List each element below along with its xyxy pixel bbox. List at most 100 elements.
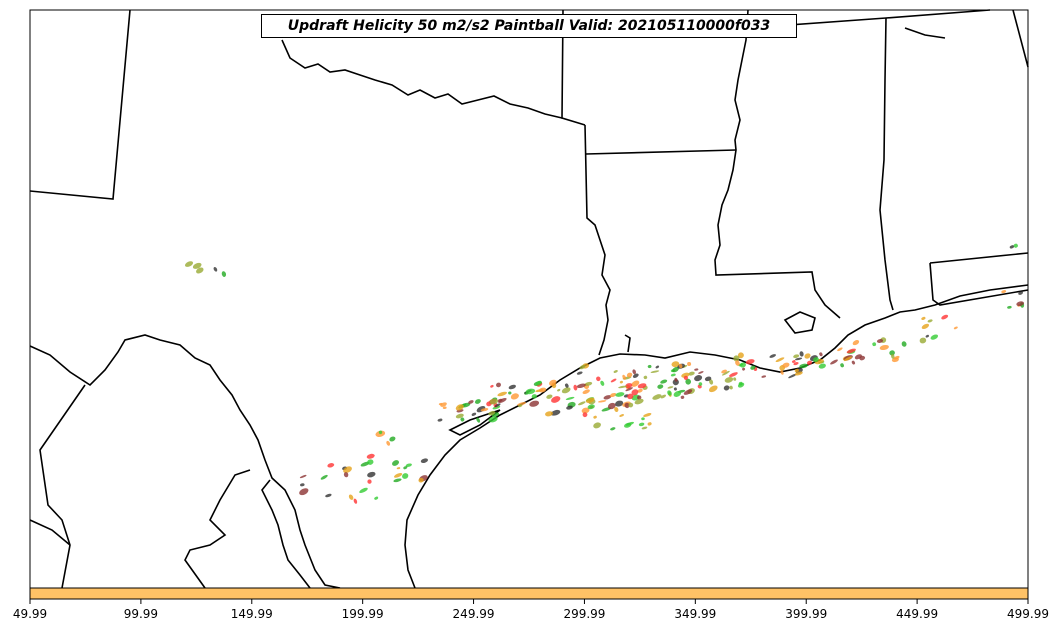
- boundary-ok-ar: [561, 9, 586, 126]
- boundary-mex-1: [39, 384, 86, 589]
- paintball-blob: [708, 385, 718, 393]
- paintball-blob: [641, 417, 645, 421]
- paintball-blob: [471, 412, 477, 416]
- paintball-blob: [735, 360, 740, 366]
- paintball-blob: [529, 400, 540, 407]
- paintball-blob: [576, 371, 583, 375]
- paintball-blob: [723, 385, 730, 391]
- paintball-blob: [490, 384, 494, 388]
- paintball-blob: [557, 388, 561, 392]
- paintball-blob: [545, 411, 553, 417]
- paintball-blob: [921, 323, 930, 330]
- paintball-blob: [1018, 291, 1023, 295]
- paintball-blob: [837, 347, 843, 352]
- paintball-blob: [941, 314, 949, 320]
- paintball-blob: [353, 498, 358, 504]
- paintball-blob: [488, 410, 496, 416]
- paintball-blob: [480, 408, 489, 412]
- paintball-blob: [793, 362, 799, 366]
- paintball-blob: [625, 387, 633, 392]
- paintball-blob: [799, 351, 804, 357]
- paintball-blob: [614, 406, 619, 413]
- paintball-blob: [535, 380, 542, 386]
- colorbar-tick-label: 399.99: [785, 607, 828, 621]
- paintball-blob: [367, 459, 374, 465]
- paintball-blob: [593, 415, 597, 419]
- paintball-blob: [619, 414, 624, 417]
- paintball-blob: [782, 362, 790, 368]
- paintball-blob: [488, 416, 498, 423]
- paintball-blob: [647, 364, 652, 369]
- paintball-blob: [927, 319, 933, 323]
- paintball-blob: [876, 339, 884, 343]
- colorbar-tick-label: 249.99: [452, 607, 495, 621]
- state-boundaries: [29, 9, 1029, 589]
- paintball-blob: [601, 407, 612, 412]
- paintball-blob: [854, 354, 862, 360]
- paintball-blob: [750, 365, 756, 370]
- paintball-blob: [420, 458, 428, 463]
- paintball-blob: [582, 412, 588, 418]
- paintball-blob: [667, 386, 674, 389]
- paintball-blob: [442, 406, 447, 410]
- paintball-blob: [632, 369, 636, 375]
- paintball-blob: [634, 398, 644, 405]
- paintball-blob: [378, 430, 383, 435]
- paintball-blob: [538, 387, 547, 393]
- paintball-blob: [581, 407, 590, 414]
- paintball-blob: [660, 379, 668, 384]
- boundary-mex-2: [29, 519, 71, 546]
- paintball-blob: [613, 370, 618, 373]
- coast-bay: [448, 409, 501, 436]
- paintball-blob: [584, 381, 593, 386]
- paintball-blob: [739, 362, 746, 368]
- paintball-blob: [683, 375, 689, 380]
- paintball-blob: [600, 380, 605, 386]
- paintball-blob: [643, 375, 648, 380]
- map-frame: [29, 9, 1029, 589]
- boundary-panhandle: [29, 9, 131, 200]
- paintball-blob: [793, 354, 800, 359]
- paintball-blob: [573, 384, 578, 391]
- paintball-blob: [1016, 301, 1025, 307]
- paintball-blob: [343, 472, 349, 478]
- boundary-rio-grande: [29, 334, 341, 589]
- colorbar-tick-label: 49.99: [12, 607, 48, 621]
- paintball-blob: [389, 436, 396, 442]
- paintball-blob: [579, 364, 586, 370]
- paintball-blob: [819, 352, 823, 357]
- paintball-blob: [497, 398, 503, 403]
- paintball-blob: [510, 393, 519, 400]
- paintball-blob: [626, 372, 633, 378]
- paintball-blob: [818, 363, 826, 369]
- paintball-blob: [597, 400, 607, 403]
- paintball-blob: [518, 404, 523, 408]
- paintball-blob: [670, 373, 676, 377]
- paintball-blob: [638, 422, 645, 427]
- paintball-blob: [687, 362, 692, 366]
- paintball-blob: [625, 383, 633, 389]
- paintball-blob: [872, 342, 877, 347]
- paintball-blob: [566, 405, 573, 410]
- boundary-red-river: [281, 39, 563, 119]
- paintball-blob: [919, 337, 927, 344]
- boundary-ms-al: [879, 17, 894, 311]
- paintball-blob: [843, 356, 853, 362]
- paintball-blob: [320, 474, 328, 480]
- paintball-blob: [596, 376, 601, 382]
- paintball-blob: [603, 395, 612, 400]
- paintball-blob: [681, 372, 690, 378]
- paintball-blob: [564, 383, 569, 388]
- paintball-blob: [367, 471, 376, 478]
- paintball-blob: [618, 385, 628, 389]
- paintball-blob: [496, 382, 501, 388]
- paintball-blob: [795, 357, 803, 361]
- paintball-blob: [791, 360, 796, 363]
- paintball-blob: [775, 357, 785, 363]
- paintball-blob: [799, 363, 808, 369]
- paintball-blob: [622, 374, 627, 380]
- paintball-blob: [549, 379, 557, 386]
- paintball-blob: [593, 422, 601, 429]
- paintball-blob: [930, 334, 939, 340]
- paintball-blob: [476, 417, 481, 423]
